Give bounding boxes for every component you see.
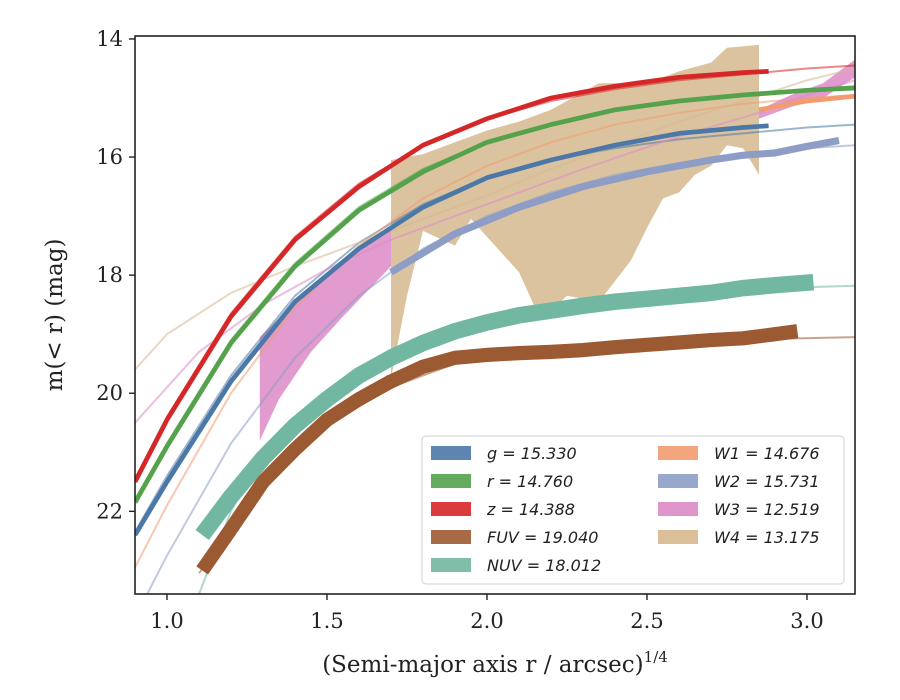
x-axis-label: (Semi-major axis r / arcsec)1/4 [322, 648, 668, 678]
legend-label-r: r = 14.760 [487, 472, 573, 491]
legend-label-nuv: NUV = 18.012 [487, 556, 601, 575]
legend-label-z: z = 14.388 [486, 500, 575, 519]
legend-label-w4: W4 = 13.175 [714, 528, 820, 547]
data-curves [135, 69, 855, 575]
legend-swatch-w2 [658, 474, 698, 488]
y-tick-label: 14 [96, 27, 123, 51]
legend-label-w3: W3 = 12.519 [714, 500, 820, 519]
w3-band [259, 227, 391, 441]
z-data-curve [135, 69, 769, 483]
g-data-curve [135, 123, 769, 537]
r-data-curve [135, 85, 855, 504]
nuv-data-curve [195, 273, 815, 540]
x-axis-ticks: 1.0 1.5 2.0 2.5 3.0 [150, 594, 824, 633]
legend-swatch-nuv [431, 558, 471, 572]
w2-data-curve [389, 137, 840, 276]
legend-swatch-g [431, 446, 471, 460]
legend-swatch-w3 [658, 502, 698, 516]
x-tick-label: 2.5 [630, 609, 663, 633]
y-tick-label: 16 [96, 145, 123, 169]
x-tick-label: 1.5 [310, 609, 343, 633]
legend-label-fuv: FUV = 19.040 [487, 528, 598, 547]
fuv-data-curve [196, 324, 799, 575]
x-tick-label: 1.0 [150, 609, 183, 633]
legend-swatch-w1 [658, 446, 698, 460]
y-axis-label: m(< r) (mag) [42, 239, 68, 392]
x-tick-label: 2.0 [470, 609, 503, 633]
legend-label-g: g = 15.330 [487, 444, 577, 463]
w1-data-curve [758, 93, 855, 113]
y-tick-label: 20 [96, 381, 123, 405]
w1-model-curve [135, 94, 855, 568]
y-tick-label: 22 [96, 499, 123, 523]
w4-model-curve [135, 67, 855, 371]
legend-box [421, 435, 845, 585]
y-tick-label: 18 [96, 263, 123, 287]
legend-swatch-r [431, 474, 471, 488]
legend-swatch-w4 [658, 530, 698, 544]
legend-swatch-fuv [431, 530, 471, 544]
legend-label-w2: W2 = 15.731 [714, 472, 820, 491]
legend: g = 15.330 r = 14.760 z = 14.388 FUV = 19.0… [421, 435, 845, 585]
plot-frame [134, 35, 856, 595]
w4-band [391, 44, 759, 379]
legend-label-w1: W1 = 14.676 [714, 444, 820, 463]
legend-swatch-z [431, 502, 471, 516]
y-axis-ticks: 14 16 18 20 22 [96, 27, 135, 523]
x-tick-label: 3.0 [790, 609, 823, 633]
